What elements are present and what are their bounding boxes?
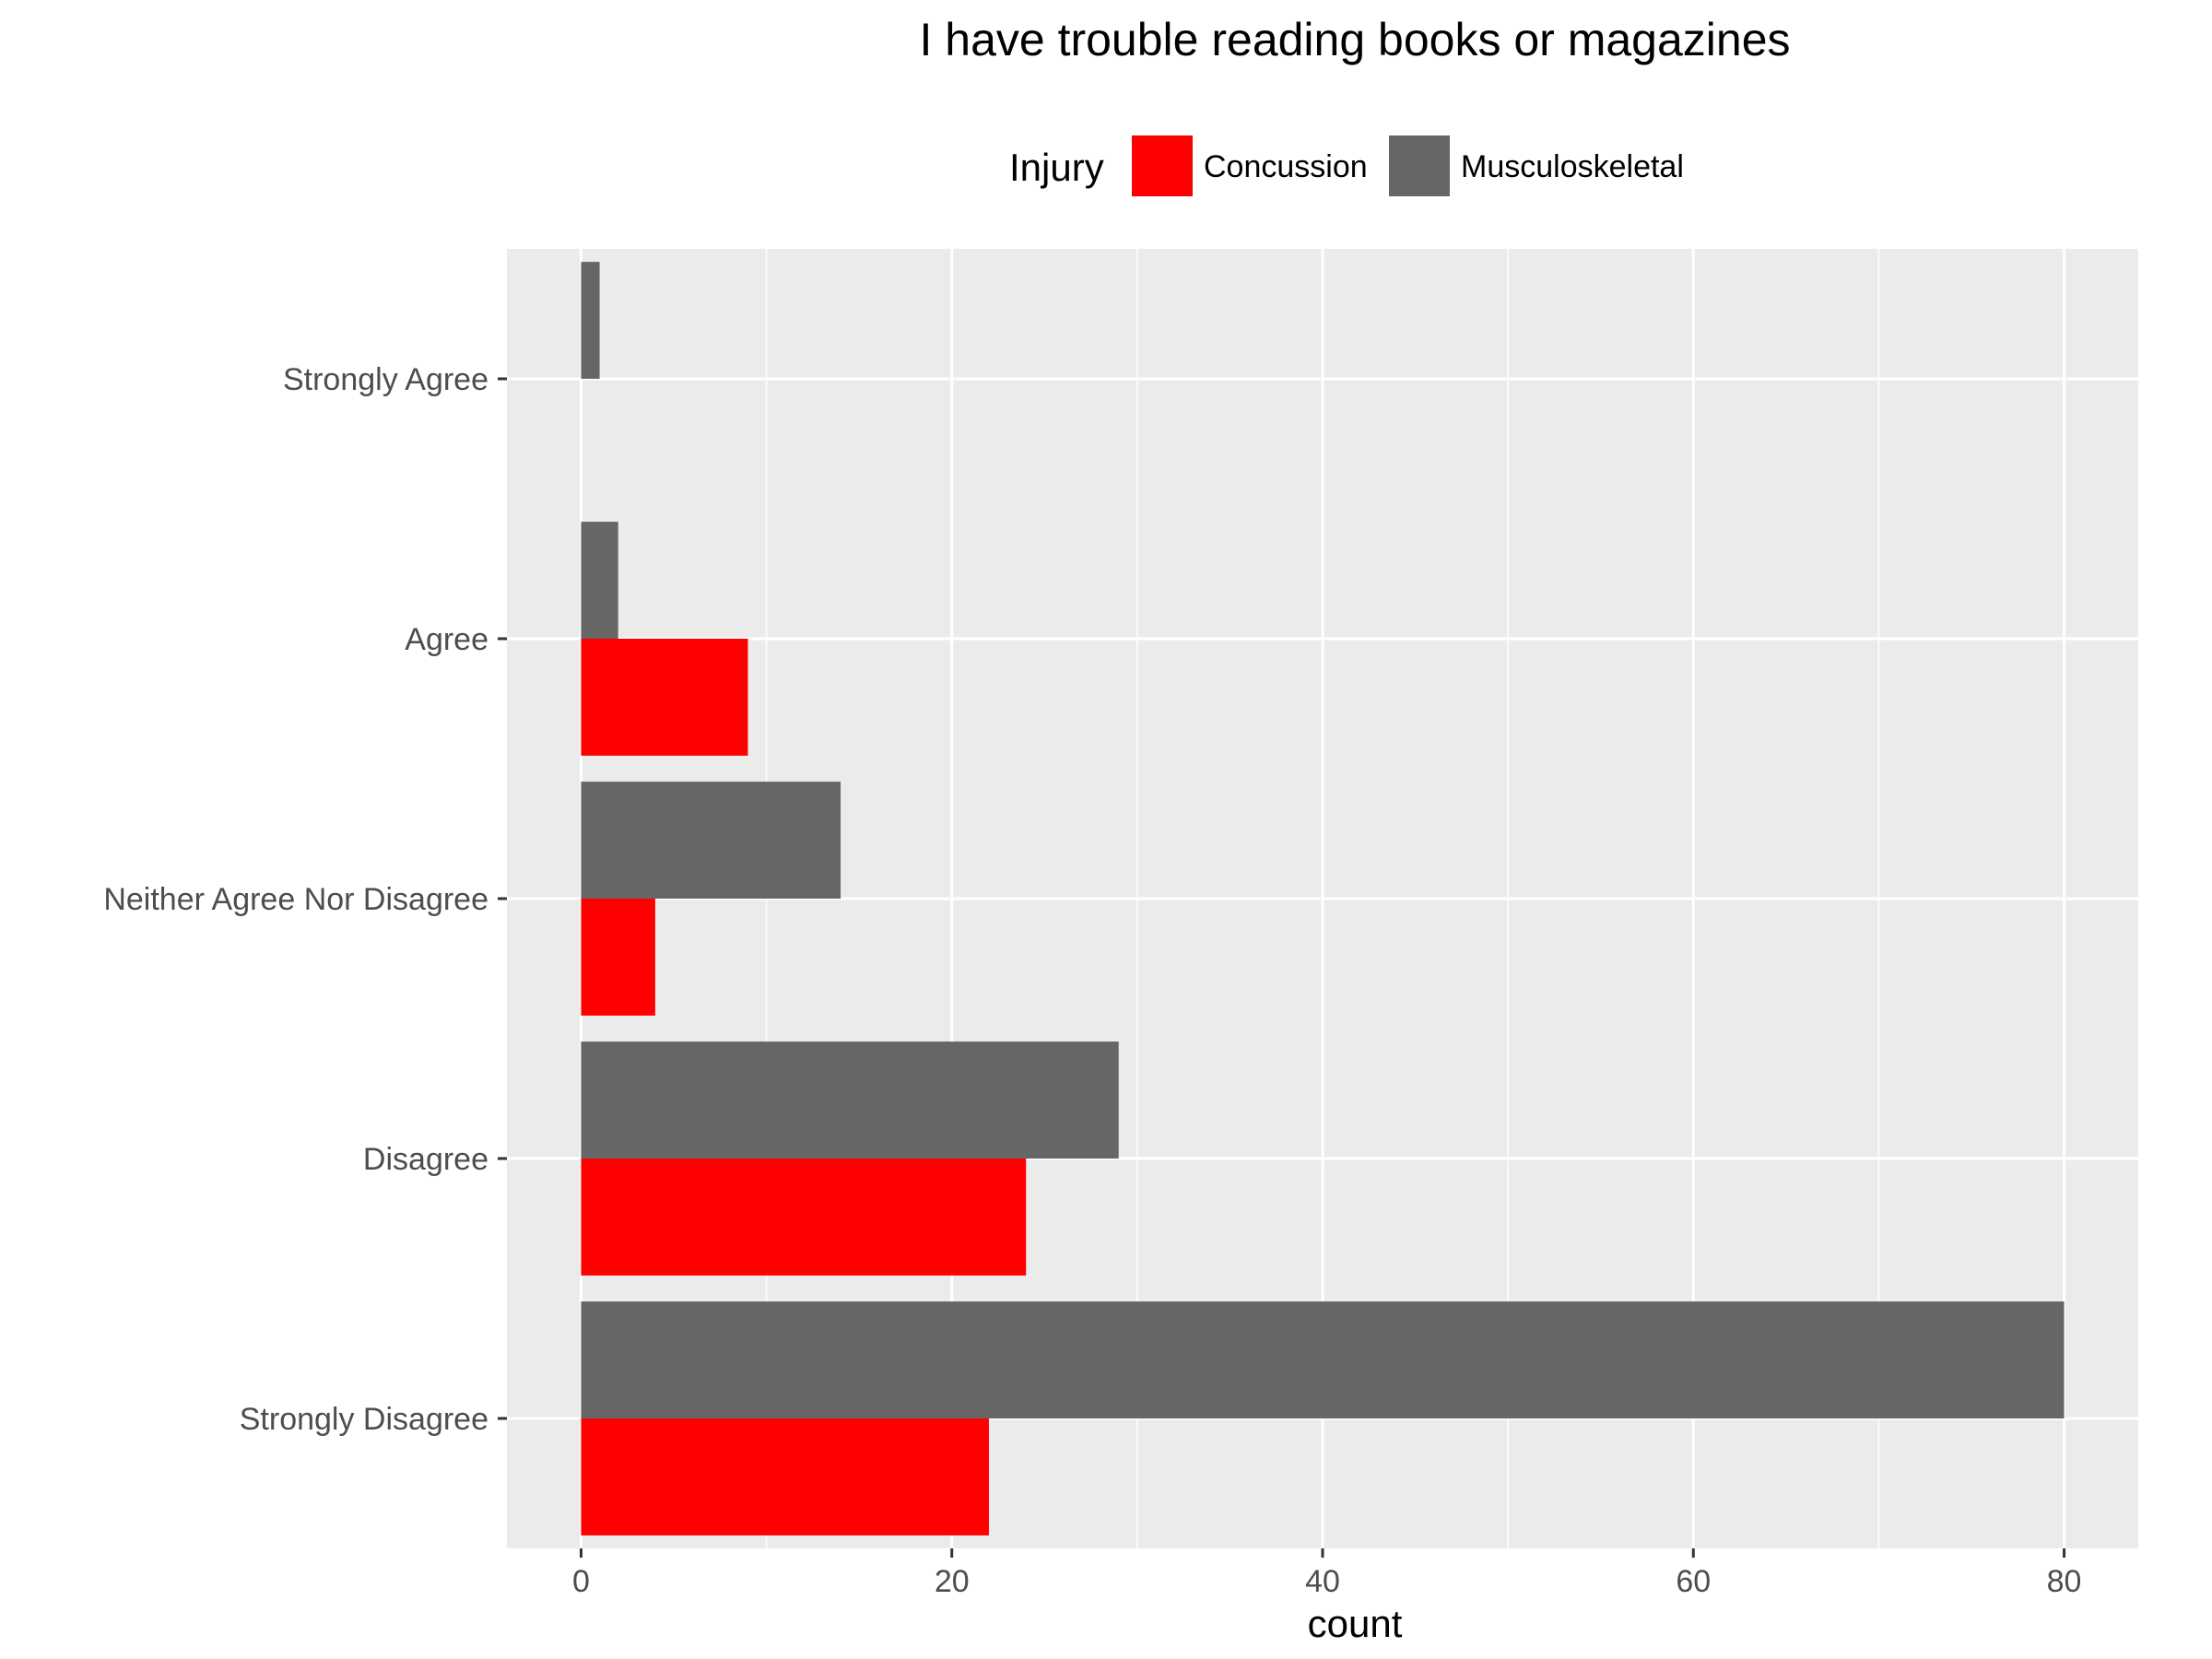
legend-key-musculoskeletal — [1389, 135, 1450, 196]
x-tick-label: 60 — [1676, 1564, 1711, 1599]
x-tick-label: 40 — [1305, 1564, 1340, 1599]
y-tick-label: Strongly Disagree — [240, 1402, 488, 1437]
legend-item-concussion: Concussion — [1132, 135, 1368, 196]
legend-label: Musculoskeletal — [1461, 149, 1684, 184]
bar-musculoskeletal-strongly-disagree — [581, 1301, 2065, 1418]
y-tick-label: Strongly Agree — [283, 362, 488, 397]
y-tick-label: Neither Agree Nor Disagree — [103, 882, 488, 917]
bars — [581, 262, 2065, 1535]
bar-concussion-neither-agree-nor-disagree — [581, 899, 655, 1016]
legend-key-concussion — [1132, 135, 1193, 196]
bar-concussion-strongly-disagree — [581, 1418, 989, 1535]
bar-musculoskeletal-neither-agree-nor-disagree — [581, 782, 841, 899]
legend-item-musculoskeletal: Musculoskeletal — [1389, 135, 1684, 196]
x-tick-label: 20 — [935, 1564, 970, 1599]
x-axis: 0 20 40 60 80 — [572, 1548, 2081, 1599]
x-tick-label: 0 — [572, 1564, 590, 1599]
y-tick-label: Agree — [405, 622, 488, 657]
legend: Injury Concussion Musculoskeletal — [1009, 135, 1684, 196]
y-axis: Strongly Agree Agree Neither Agree Nor Dis… — [103, 362, 507, 1437]
y-tick-label: Disagree — [363, 1142, 488, 1177]
bar-musculoskeletal-disagree — [581, 1041, 1119, 1159]
bar-musculoskeletal-strongly-agree — [581, 262, 600, 379]
legend-label: Concussion — [1204, 149, 1368, 184]
bar-musculoskeletal-agree — [581, 522, 618, 639]
bar-concussion-disagree — [581, 1159, 1027, 1276]
legend-title: Injury — [1009, 146, 1104, 189]
chart-title: I have trouble reading books or magazine… — [919, 14, 1790, 65]
bar-concussion-agree — [581, 639, 748, 756]
x-tick-label: 80 — [2047, 1564, 2082, 1599]
x-axis-title: count — [1308, 1602, 1403, 1645]
